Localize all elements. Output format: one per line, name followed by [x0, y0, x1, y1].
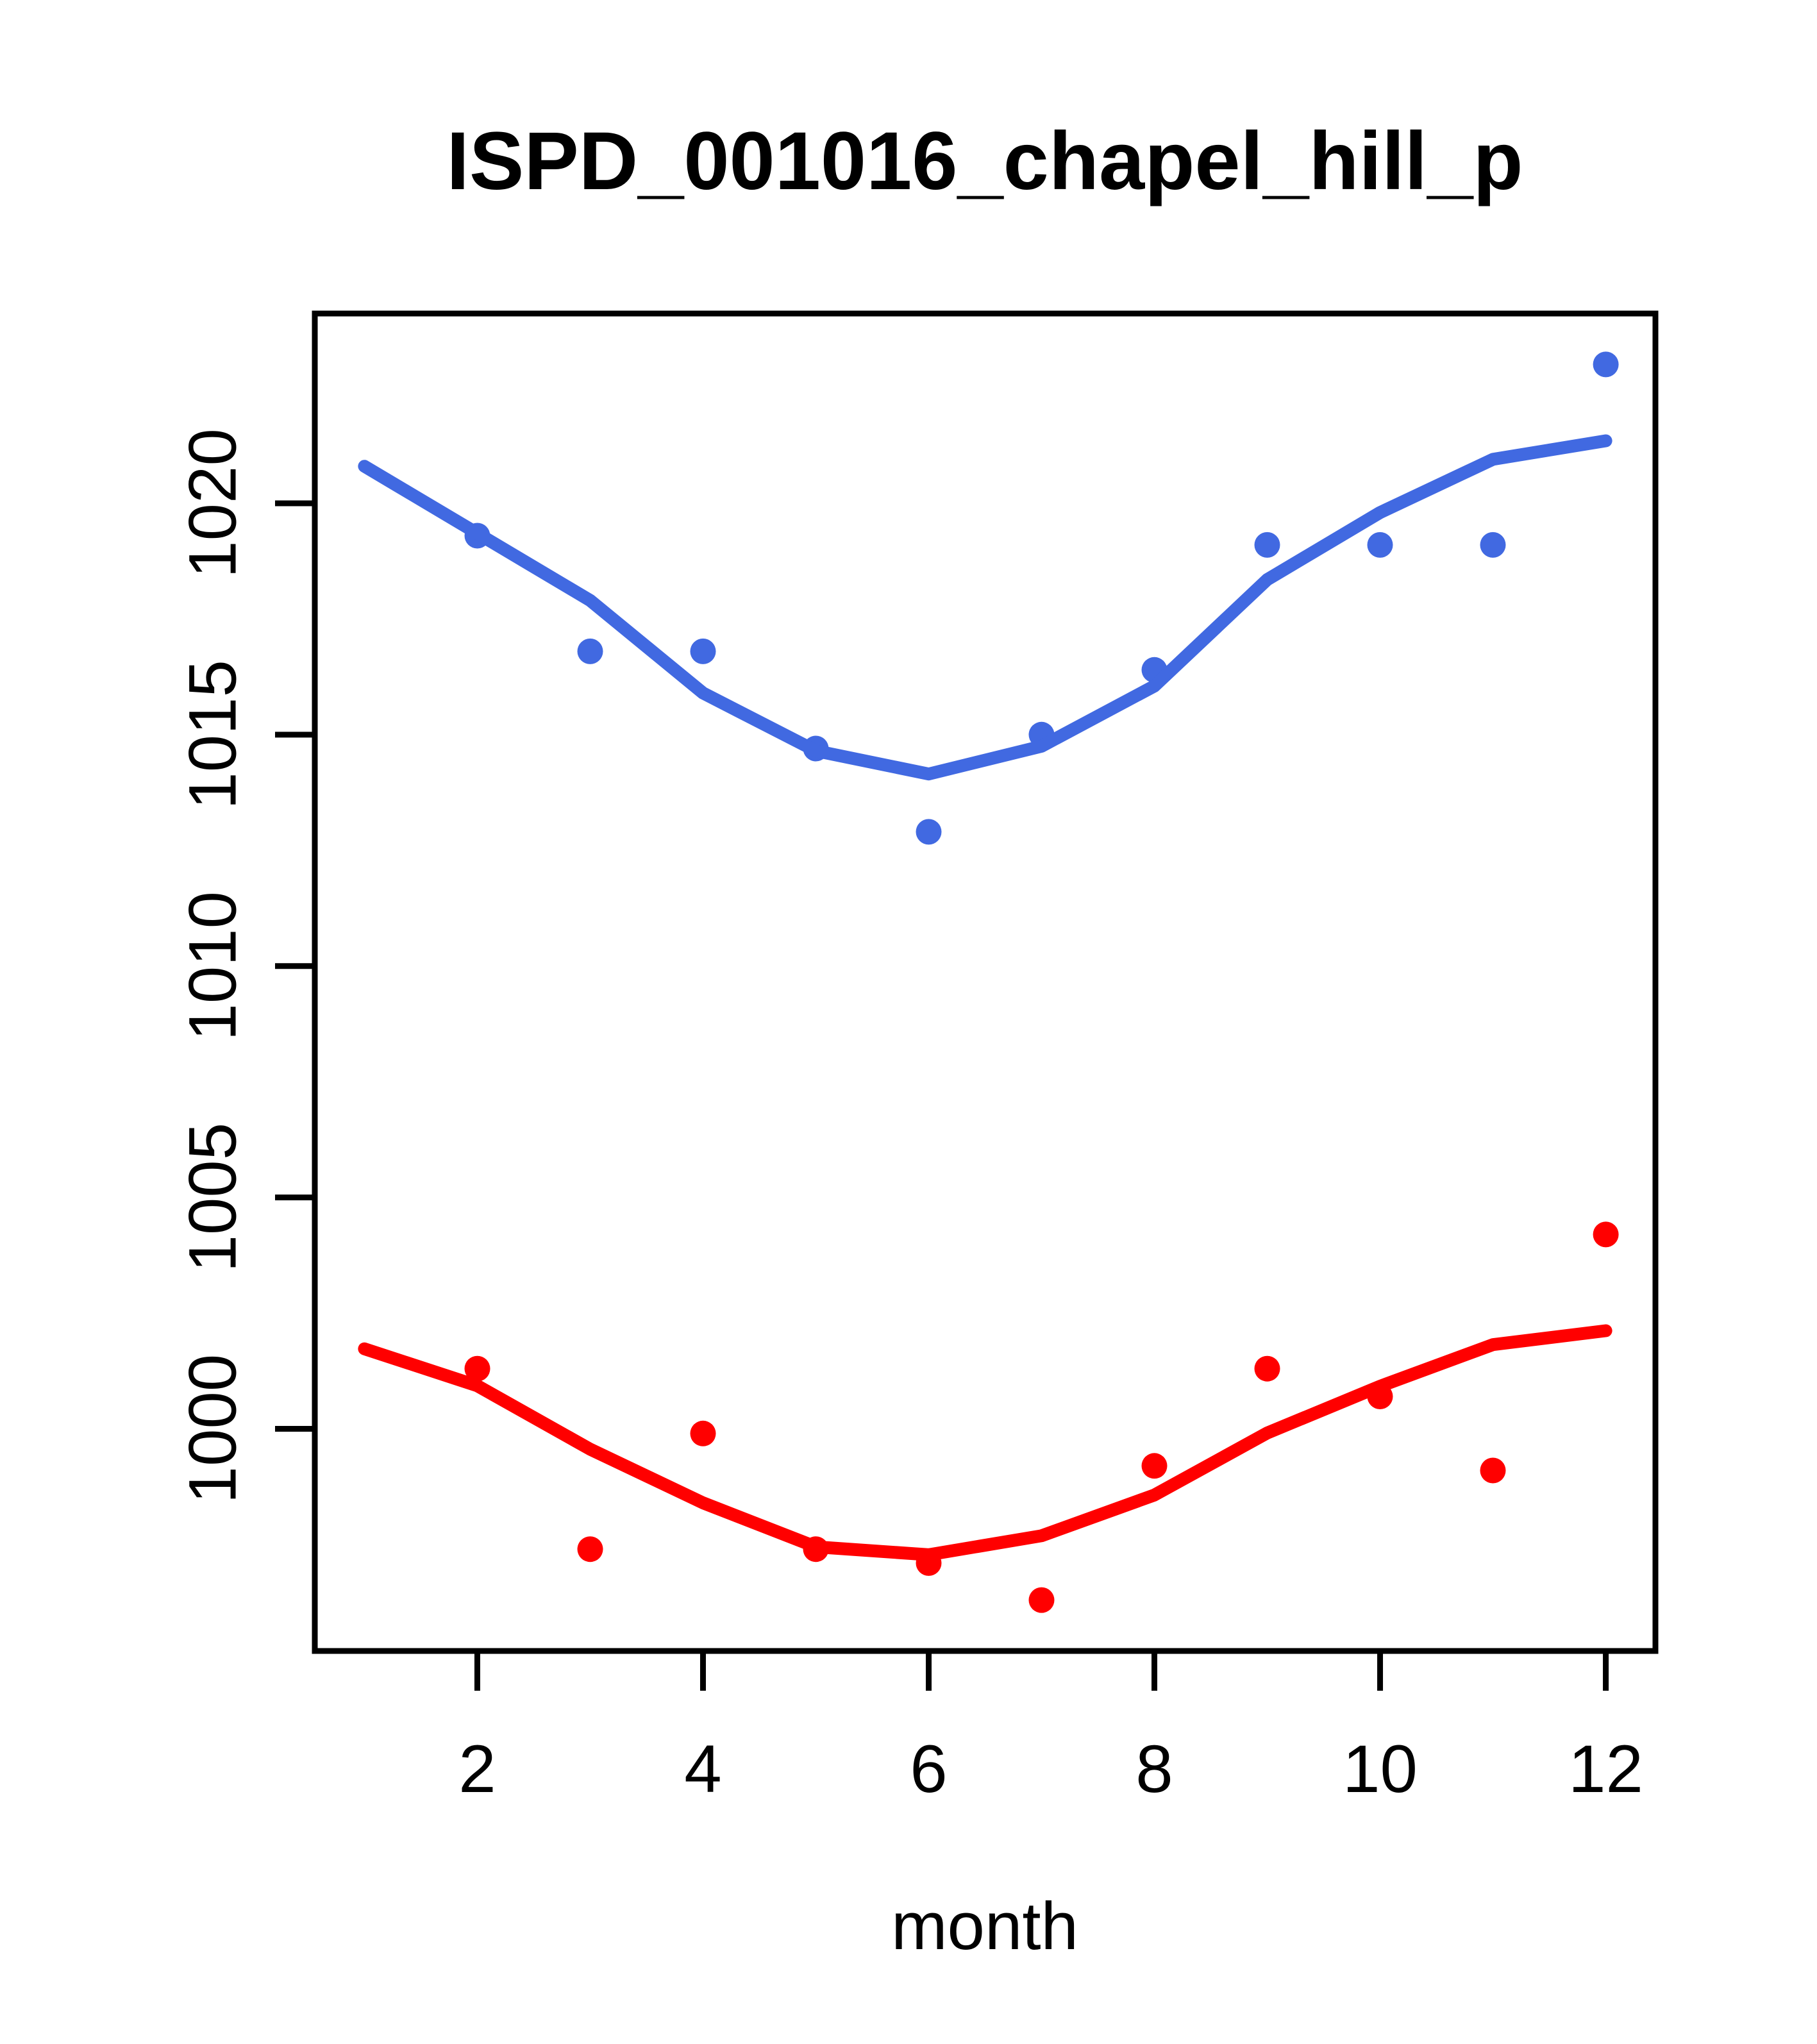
y-tick-label: 1010 [176, 891, 251, 1041]
lower-points-red-point [1141, 1453, 1168, 1479]
upper-points-blue-point [1593, 351, 1619, 378]
lower-points-red-point [1028, 1587, 1055, 1613]
lower-loess-line-red [358, 1324, 1612, 1561]
upper-points-blue-point [690, 638, 716, 664]
lower-points-red-point [464, 1355, 490, 1382]
lower-points-red-point [690, 1420, 716, 1446]
y-tick-label: 1005 [176, 1123, 251, 1273]
upper-points-blue-point [1254, 532, 1280, 558]
lower-points-red-point [1480, 1457, 1506, 1484]
y-tick-label: 1000 [176, 1354, 251, 1504]
x-tick-label: 4 [684, 1732, 721, 1807]
upper-points-blue-point [577, 638, 603, 664]
upper-points-blue-point [1367, 532, 1393, 558]
lower-points-red-point [1593, 1221, 1619, 1248]
x-tick-label: 8 [1135, 1732, 1173, 1807]
x-tick-label: 6 [910, 1732, 947, 1807]
chart-title: ISPD_001016_chapel_hill_p [446, 115, 1523, 207]
x-tick-label: 12 [1568, 1732, 1643, 1807]
lower-points-red-point [1254, 1355, 1280, 1382]
lower-points-red-point [577, 1536, 603, 1562]
upper-points-blue-point [916, 819, 942, 845]
upper-points-blue-point [1480, 532, 1506, 558]
x-axis-label: month [891, 1889, 1078, 1964]
x-tick-label: 2 [458, 1732, 496, 1807]
y-tick-label: 1015 [176, 660, 251, 810]
y-tick-label: 1020 [176, 428, 251, 578]
plot-box [312, 310, 1659, 1654]
plot-area: 2 4 6 8 10 12 1000 1005 1010 1015 1020 [176, 310, 1659, 1807]
upper-loess-line-blue [358, 434, 1612, 781]
x-tick-label: 10 [1343, 1732, 1418, 1807]
